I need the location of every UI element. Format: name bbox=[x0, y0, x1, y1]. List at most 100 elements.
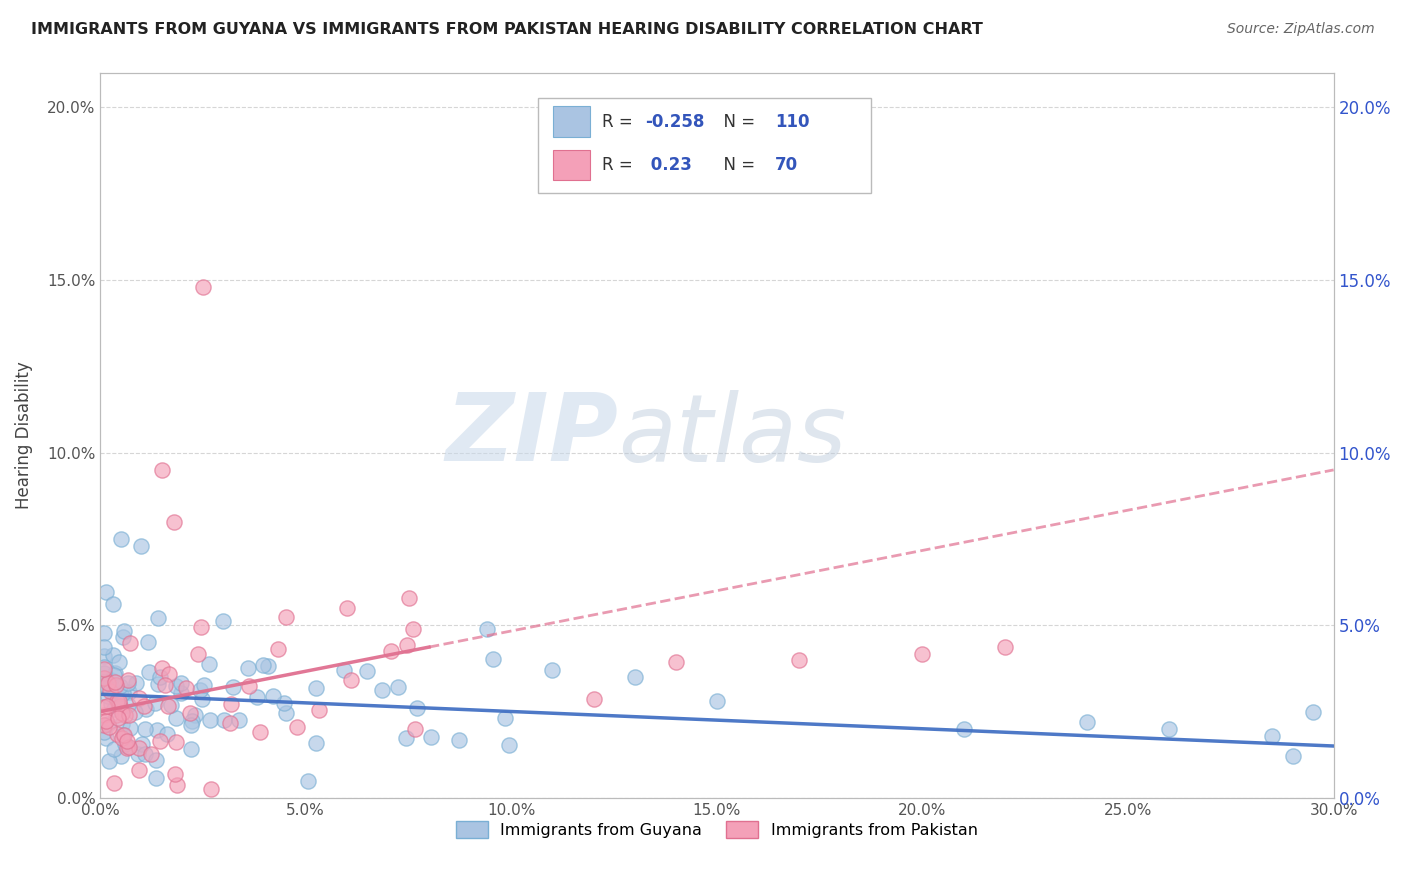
Point bbox=[98, 677, 121, 691]
Point bbox=[540, 663, 562, 677]
Point bbox=[145, 753, 167, 767]
Point bbox=[120, 721, 142, 735]
Point bbox=[97, 675, 120, 690]
Point bbox=[93, 725, 115, 739]
Point bbox=[111, 685, 134, 699]
Point bbox=[395, 638, 418, 652]
Point bbox=[93, 671, 115, 685]
Point bbox=[112, 728, 135, 742]
Point bbox=[98, 720, 121, 734]
Point bbox=[131, 737, 153, 751]
Point bbox=[150, 463, 173, 477]
Point bbox=[297, 773, 319, 788]
Point bbox=[179, 706, 201, 720]
Point bbox=[333, 663, 356, 677]
Point bbox=[1281, 749, 1303, 764]
Point bbox=[128, 763, 150, 777]
Point bbox=[138, 634, 160, 648]
Point bbox=[246, 690, 269, 704]
Point bbox=[112, 630, 135, 644]
Point bbox=[138, 665, 160, 679]
Point bbox=[190, 620, 212, 634]
Point bbox=[1261, 729, 1284, 743]
Point bbox=[110, 748, 132, 763]
Point bbox=[1076, 714, 1098, 729]
Point bbox=[93, 660, 115, 674]
Point bbox=[94, 731, 117, 746]
Point bbox=[148, 677, 170, 691]
Point bbox=[117, 676, 139, 690]
Legend: Immigrants from Guyana, Immigrants from Pakistan: Immigrants from Guyana, Immigrants from … bbox=[450, 814, 984, 844]
Point bbox=[170, 686, 193, 700]
Point bbox=[93, 662, 115, 676]
Text: ZIP: ZIP bbox=[446, 390, 619, 482]
Point bbox=[219, 715, 242, 730]
Point bbox=[165, 766, 187, 780]
Point bbox=[93, 626, 115, 640]
Point bbox=[211, 614, 233, 628]
Point bbox=[118, 636, 141, 650]
Point bbox=[125, 676, 148, 690]
Point bbox=[305, 681, 328, 695]
Text: R =: R = bbox=[602, 156, 638, 174]
Point bbox=[994, 640, 1017, 654]
Point bbox=[103, 742, 125, 756]
Point bbox=[103, 668, 125, 682]
Point bbox=[404, 722, 426, 736]
Point bbox=[117, 698, 139, 712]
Point bbox=[112, 624, 135, 638]
Point bbox=[952, 722, 974, 736]
Point bbox=[156, 698, 179, 713]
Point bbox=[93, 700, 115, 714]
Point bbox=[93, 649, 115, 664]
Point bbox=[105, 707, 128, 722]
Point bbox=[103, 702, 125, 716]
Point bbox=[145, 696, 167, 710]
Point bbox=[276, 610, 298, 624]
Point bbox=[184, 707, 207, 722]
Point bbox=[406, 701, 429, 715]
Point bbox=[93, 677, 115, 691]
Point bbox=[107, 726, 129, 740]
Point bbox=[111, 706, 134, 721]
Point bbox=[97, 717, 120, 731]
Point bbox=[149, 733, 172, 747]
Point bbox=[180, 718, 202, 732]
Point bbox=[222, 680, 245, 694]
Point bbox=[149, 670, 172, 684]
Point bbox=[1159, 722, 1181, 736]
FancyBboxPatch shape bbox=[538, 98, 872, 193]
Point bbox=[157, 667, 180, 681]
Text: N =: N = bbox=[713, 156, 761, 174]
Point bbox=[191, 691, 214, 706]
Point bbox=[93, 707, 115, 722]
Point bbox=[582, 691, 605, 706]
Point bbox=[114, 738, 136, 752]
Point bbox=[285, 720, 308, 734]
Point bbox=[132, 699, 155, 714]
Point bbox=[1302, 705, 1324, 719]
Point bbox=[356, 664, 378, 678]
Point bbox=[98, 684, 121, 698]
Point bbox=[100, 673, 122, 687]
Point bbox=[200, 713, 222, 727]
Point bbox=[156, 727, 179, 741]
Point bbox=[118, 707, 141, 722]
Point bbox=[623, 670, 645, 684]
Point bbox=[198, 657, 221, 672]
Point bbox=[100, 697, 122, 711]
Point bbox=[402, 622, 425, 636]
Point bbox=[128, 741, 150, 756]
Point bbox=[101, 597, 124, 611]
Point bbox=[97, 689, 120, 703]
Point bbox=[110, 532, 132, 546]
Point bbox=[911, 647, 934, 661]
Text: -0.258: -0.258 bbox=[645, 112, 704, 130]
Point bbox=[96, 698, 118, 713]
Bar bbox=[553, 150, 591, 180]
Point bbox=[420, 730, 443, 744]
Point bbox=[128, 691, 150, 706]
Point bbox=[304, 735, 326, 749]
Text: 110: 110 bbox=[775, 112, 810, 130]
Point bbox=[96, 585, 118, 599]
